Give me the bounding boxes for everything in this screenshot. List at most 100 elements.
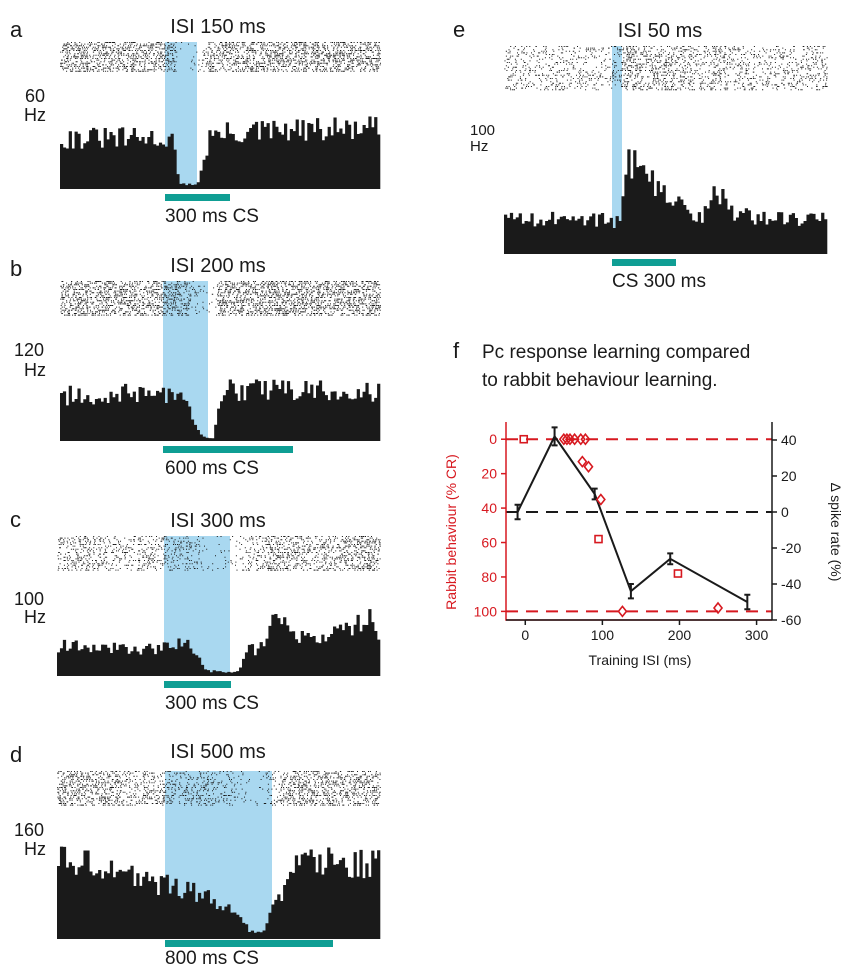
panel-f-pc-point (667, 552, 674, 566)
panel-f-rabbit-point (583, 460, 594, 474)
panel-e-unit-label: Hz (470, 138, 488, 155)
panel-f-right-tick-label: -40 (781, 576, 801, 592)
panel-f-x-tick-label: 300 (745, 627, 769, 643)
panel-f-reference-lines (506, 438, 772, 613)
panel-e-histogram-bars (504, 149, 828, 254)
panel-c-raster (57, 536, 381, 571)
panel-f-x-tick-label: 100 (591, 627, 615, 643)
panel-a-raster-dots (60, 42, 381, 72)
panel-f-left-tick-label: 80 (481, 569, 497, 585)
panel-d-histogram-bars (57, 846, 381, 939)
panel-f-xlabel: Training ISI (ms) (589, 652, 692, 668)
panel-f-pc-point (514, 503, 521, 521)
panel-f-title-line2: to rabbit behaviour learning. (482, 370, 718, 391)
panel-f-x-tick-label: 200 (668, 627, 692, 643)
panel-letter-d: d (10, 742, 22, 767)
panel-letter-c: c (10, 507, 21, 532)
panel-f: f Pc response learning compared to rabbi… (443, 338, 841, 668)
panel-f-ylabel-left: Rabbit behaviour (% CR) (443, 454, 459, 610)
panel-f-pc-point (627, 583, 634, 600)
panel-f-pc-line (516, 434, 748, 603)
panel-a: a ISI 150 ms 60 Hz 300 ms CS (10, 16, 381, 227)
panel-c-unit-label: Hz (24, 607, 46, 627)
panel-d-title: ISI 500 ms (170, 741, 266, 763)
panel-d-cs-label: 800 ms CS (165, 948, 259, 967)
panel-c-cs-bar (164, 681, 231, 688)
panel-f-x-ticks: 0 100 200 300 (521, 620, 768, 643)
panel-c-title: ISI 300 ms (170, 510, 266, 532)
panel-c-histogram-bars (57, 609, 381, 676)
panel-d-histogram (57, 846, 381, 939)
panel-c-raster-dots (57, 536, 381, 571)
panel-b-histogram (60, 379, 381, 441)
panel-f-left-ticks: 0 20 40 60 80 100 (474, 431, 506, 619)
panel-f-right-tick-label: 0 (781, 504, 789, 520)
panel-a-raster (60, 42, 381, 72)
panel-f-right-tick-label: 40 (781, 432, 797, 448)
panel-f-axes (505, 422, 773, 621)
panel-letter-f: f (453, 338, 460, 363)
panel-f-rabbit-point (561, 432, 572, 446)
panel-e-cs-shade (612, 46, 622, 254)
panel-f-pc-point (551, 426, 558, 447)
panel-b-cs-bar (163, 446, 293, 453)
panel-f-rabbit-point (577, 455, 588, 468)
panel-f-ylabel-right: Δ spike rate (%) (828, 483, 841, 582)
panel-b-histogram-bars (60, 379, 381, 441)
panel-letter-b: b (10, 256, 22, 281)
panel-b-ymax-label: 120 (14, 340, 44, 360)
panel-b: b ISI 200 ms 120 Hz 600 ms CS (10, 255, 381, 479)
panel-f-pc-point (744, 593, 751, 611)
panel-f-left-tick-label: 100 (474, 603, 498, 619)
panel-b-raster-dots (60, 281, 381, 316)
panel-a-histogram-bars (60, 116, 381, 189)
panel-f-right-tick-label: -60 (781, 612, 801, 628)
panel-f-rabbit-point (673, 569, 683, 578)
panel-f-rabbit-point (519, 434, 529, 444)
panel-e-cs-bar (612, 259, 676, 266)
panel-f-left-tick-label: 40 (481, 500, 497, 516)
panel-a-ymax-label: 60 (25, 86, 45, 106)
panel-b-raster (60, 281, 381, 316)
panel-c-ymax-label: 100 (14, 589, 44, 609)
panel-d-cs-bar (165, 940, 333, 947)
panel-d-raster-dots (57, 771, 381, 806)
panel-e-title: ISI 50 ms (618, 20, 702, 42)
panel-f-left-axis (505, 422, 772, 621)
panel-letter-a: a (10, 17, 23, 42)
panel-f-title-line1: Pc response learning compared (482, 342, 750, 363)
panel-c-cs-label: 300 ms CS (165, 693, 259, 714)
panel-f-left-tick-label: 0 (489, 431, 497, 447)
panel-e-ymax-label: 100 (470, 122, 495, 139)
panel-a-title: ISI 150 ms (170, 16, 266, 38)
panel-f-rabbit-point (713, 601, 724, 615)
panel-e-histogram (504, 149, 828, 254)
panel-f-left-tick-label: 20 (481, 466, 497, 482)
panel-d-ymax-label: 160 (14, 820, 44, 840)
panel-f-rabbit-point (594, 534, 603, 544)
panel-f-right-tick-label: -20 (781, 540, 801, 556)
panel-e: e ISI 50 ms 100 Hz CS 300 ms (453, 17, 828, 292)
panel-f-rabbit-series (519, 432, 724, 618)
panel-f-rabbit-point (595, 493, 606, 506)
panel-d-raster (57, 771, 381, 806)
panel-e-raster (504, 46, 828, 91)
panel-f-right-tick-label: 20 (781, 468, 797, 484)
panel-f-rabbit-point (617, 605, 628, 618)
panel-a-unit-label: Hz (24, 105, 46, 125)
panel-a-cs-label: 300 ms CS (165, 206, 259, 227)
panel-a-histogram (60, 116, 381, 189)
panel-c: c ISI 300 ms 100 Hz 300 ms CS (10, 507, 381, 714)
panel-c-histogram (57, 609, 381, 676)
panel-f-right-ticks: 40 20 0 -20 -40 -60 (772, 432, 801, 628)
panel-a-cs-bar (165, 194, 230, 201)
panel-d-unit-label: Hz (24, 839, 46, 859)
panel-f-left-tick-label: 60 (481, 535, 497, 551)
panel-e-raster-dots (504, 46, 828, 91)
panel-b-unit-label: Hz (24, 360, 46, 380)
panel-f-rabbit-point (580, 432, 591, 446)
panel-b-cs-label: 600 ms CS (165, 458, 259, 479)
panel-e-cs-label: CS 300 ms (612, 271, 706, 292)
